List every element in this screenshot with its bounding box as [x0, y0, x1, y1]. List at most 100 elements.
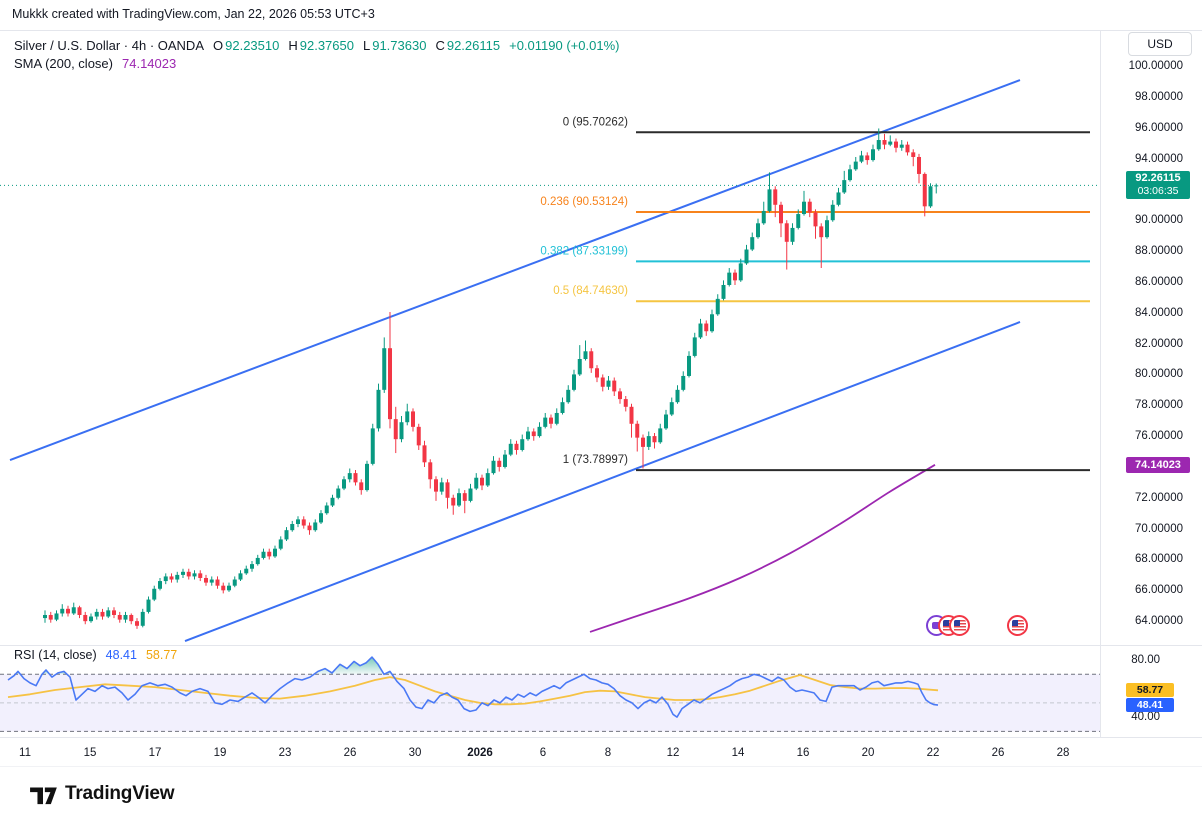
candle-body [238, 573, 243, 580]
candle-body [324, 505, 329, 514]
candle-body [163, 576, 168, 582]
candle-body [779, 204, 783, 224]
time-tick-label: 23 [278, 747, 292, 759]
price-pane-svg[interactable]: 0 (95.70262) 0.236 (90.53124) 0.382 (87.33… [0, 30, 1100, 645]
candle-body [566, 389, 571, 403]
candle-body [733, 272, 737, 281]
candle-body [669, 402, 674, 415]
candle-body [658, 428, 663, 443]
candle-body [750, 237, 755, 250]
candle-body [784, 223, 789, 242]
candle-body [158, 581, 162, 589]
candle-body [474, 477, 479, 489]
rsi-label[interactable]: RSI (14, close) [14, 648, 97, 662]
fib-level-label: 0.382 (87.33199) [540, 245, 628, 257]
sma-line[interactable] [589, 464, 936, 633]
pane-separator[interactable] [0, 645, 1202, 646]
trend-channel-line[interactable] [184, 321, 1021, 642]
candle-body [290, 524, 295, 531]
candle-body [209, 579, 214, 583]
legend-row-symbol: Silver / U.S. Dollar · 4h · OANDA O 92.23… [14, 37, 619, 55]
candle-body [813, 212, 818, 227]
candle-body [802, 201, 806, 215]
candle-body [738, 263, 743, 281]
candle-body [71, 607, 76, 614]
tradingview-logo-text: TradingView [65, 783, 175, 804]
candle-body [255, 557, 260, 565]
us-flag-event-icon[interactable] [949, 615, 970, 636]
candle-body [589, 351, 594, 369]
candle-body [888, 141, 893, 145]
time-tick-label: 17 [148, 747, 162, 759]
candle-body [842, 180, 847, 193]
fib-level-label: 0.236 (90.53124) [540, 196, 628, 208]
candle-body [146, 599, 151, 612]
candle-body [600, 377, 605, 387]
widget-bottom-border [0, 766, 1202, 767]
candle-body [129, 614, 134, 622]
candle-body [48, 614, 53, 620]
candle-body [560, 402, 565, 413]
candle-body [715, 298, 720, 315]
candle-body [612, 380, 617, 392]
trend-channel-line[interactable] [9, 79, 1021, 461]
ohlc-pair: H 92.37650 [288, 38, 354, 53]
candle-body [641, 437, 645, 447]
tradingview-logo[interactable]: TradingView [28, 782, 175, 806]
candle-body [140, 611, 145, 626]
price-tick-label: 82.00000 [1135, 337, 1183, 350]
candle-body [664, 414, 668, 429]
us-flag-event-icon[interactable] [1007, 615, 1028, 636]
change-value: +0.01190 (+0.01%) [509, 38, 620, 53]
candle-body [267, 551, 272, 557]
candle-body [537, 426, 542, 437]
price-tick-label: 96.00000 [1135, 121, 1183, 134]
tradingview-logo-icon [30, 787, 57, 805]
candle-body [687, 355, 691, 376]
candle-body [704, 323, 709, 332]
price-badge: 92.26115 03:06:35 [1126, 171, 1190, 200]
candle-body [365, 463, 369, 491]
candle-body [899, 144, 904, 148]
candle-body [698, 323, 703, 338]
candle-body [761, 210, 766, 224]
price-tick-label: 94.00000 [1135, 152, 1183, 165]
price-tick-label: 70.00000 [1135, 522, 1183, 535]
candle-body [94, 611, 99, 617]
rsi-ma-line [7, 674, 939, 706]
candle-body [399, 422, 404, 440]
time-tick-label: 6 [539, 747, 547, 759]
candle-body [457, 493, 461, 506]
candle-body [244, 568, 249, 574]
candle-body [911, 152, 916, 157]
candle-body [796, 214, 801, 228]
candle-body [727, 272, 732, 285]
candle-body [848, 169, 852, 181]
time-tick-label: 20 [861, 747, 875, 759]
candle-body [106, 610, 111, 617]
time-axis-border [0, 737, 1202, 738]
candle-body [710, 314, 714, 332]
candle-body [169, 576, 174, 580]
candle-body [186, 571, 191, 577]
fib-level-label: 0.5 (84.74630) [553, 285, 628, 297]
time-tick-label: 8 [604, 747, 612, 759]
symbol-title[interactable]: Silver / U.S. Dollar · 4h · OANDA [14, 38, 204, 53]
candle-body [347, 473, 352, 480]
currency-toggle-button[interactable]: USD [1128, 32, 1192, 56]
candle-body [480, 477, 484, 486]
candle-body [204, 577, 208, 583]
candle-body [313, 522, 318, 531]
candle-body [376, 389, 381, 429]
candle-body [618, 391, 622, 400]
candle-body [416, 426, 421, 446]
price-axis-border [1100, 30, 1101, 737]
sma-label[interactable]: SMA (200, close) [14, 56, 113, 71]
candle-body [215, 579, 220, 586]
rsi-pane-svg[interactable] [0, 645, 1100, 737]
candle-body [577, 358, 582, 375]
candle-body [250, 564, 254, 569]
time-tick-label: 26 [991, 747, 1005, 759]
candle-body [296, 519, 300, 525]
price-tick-label: 84.00000 [1135, 306, 1183, 319]
